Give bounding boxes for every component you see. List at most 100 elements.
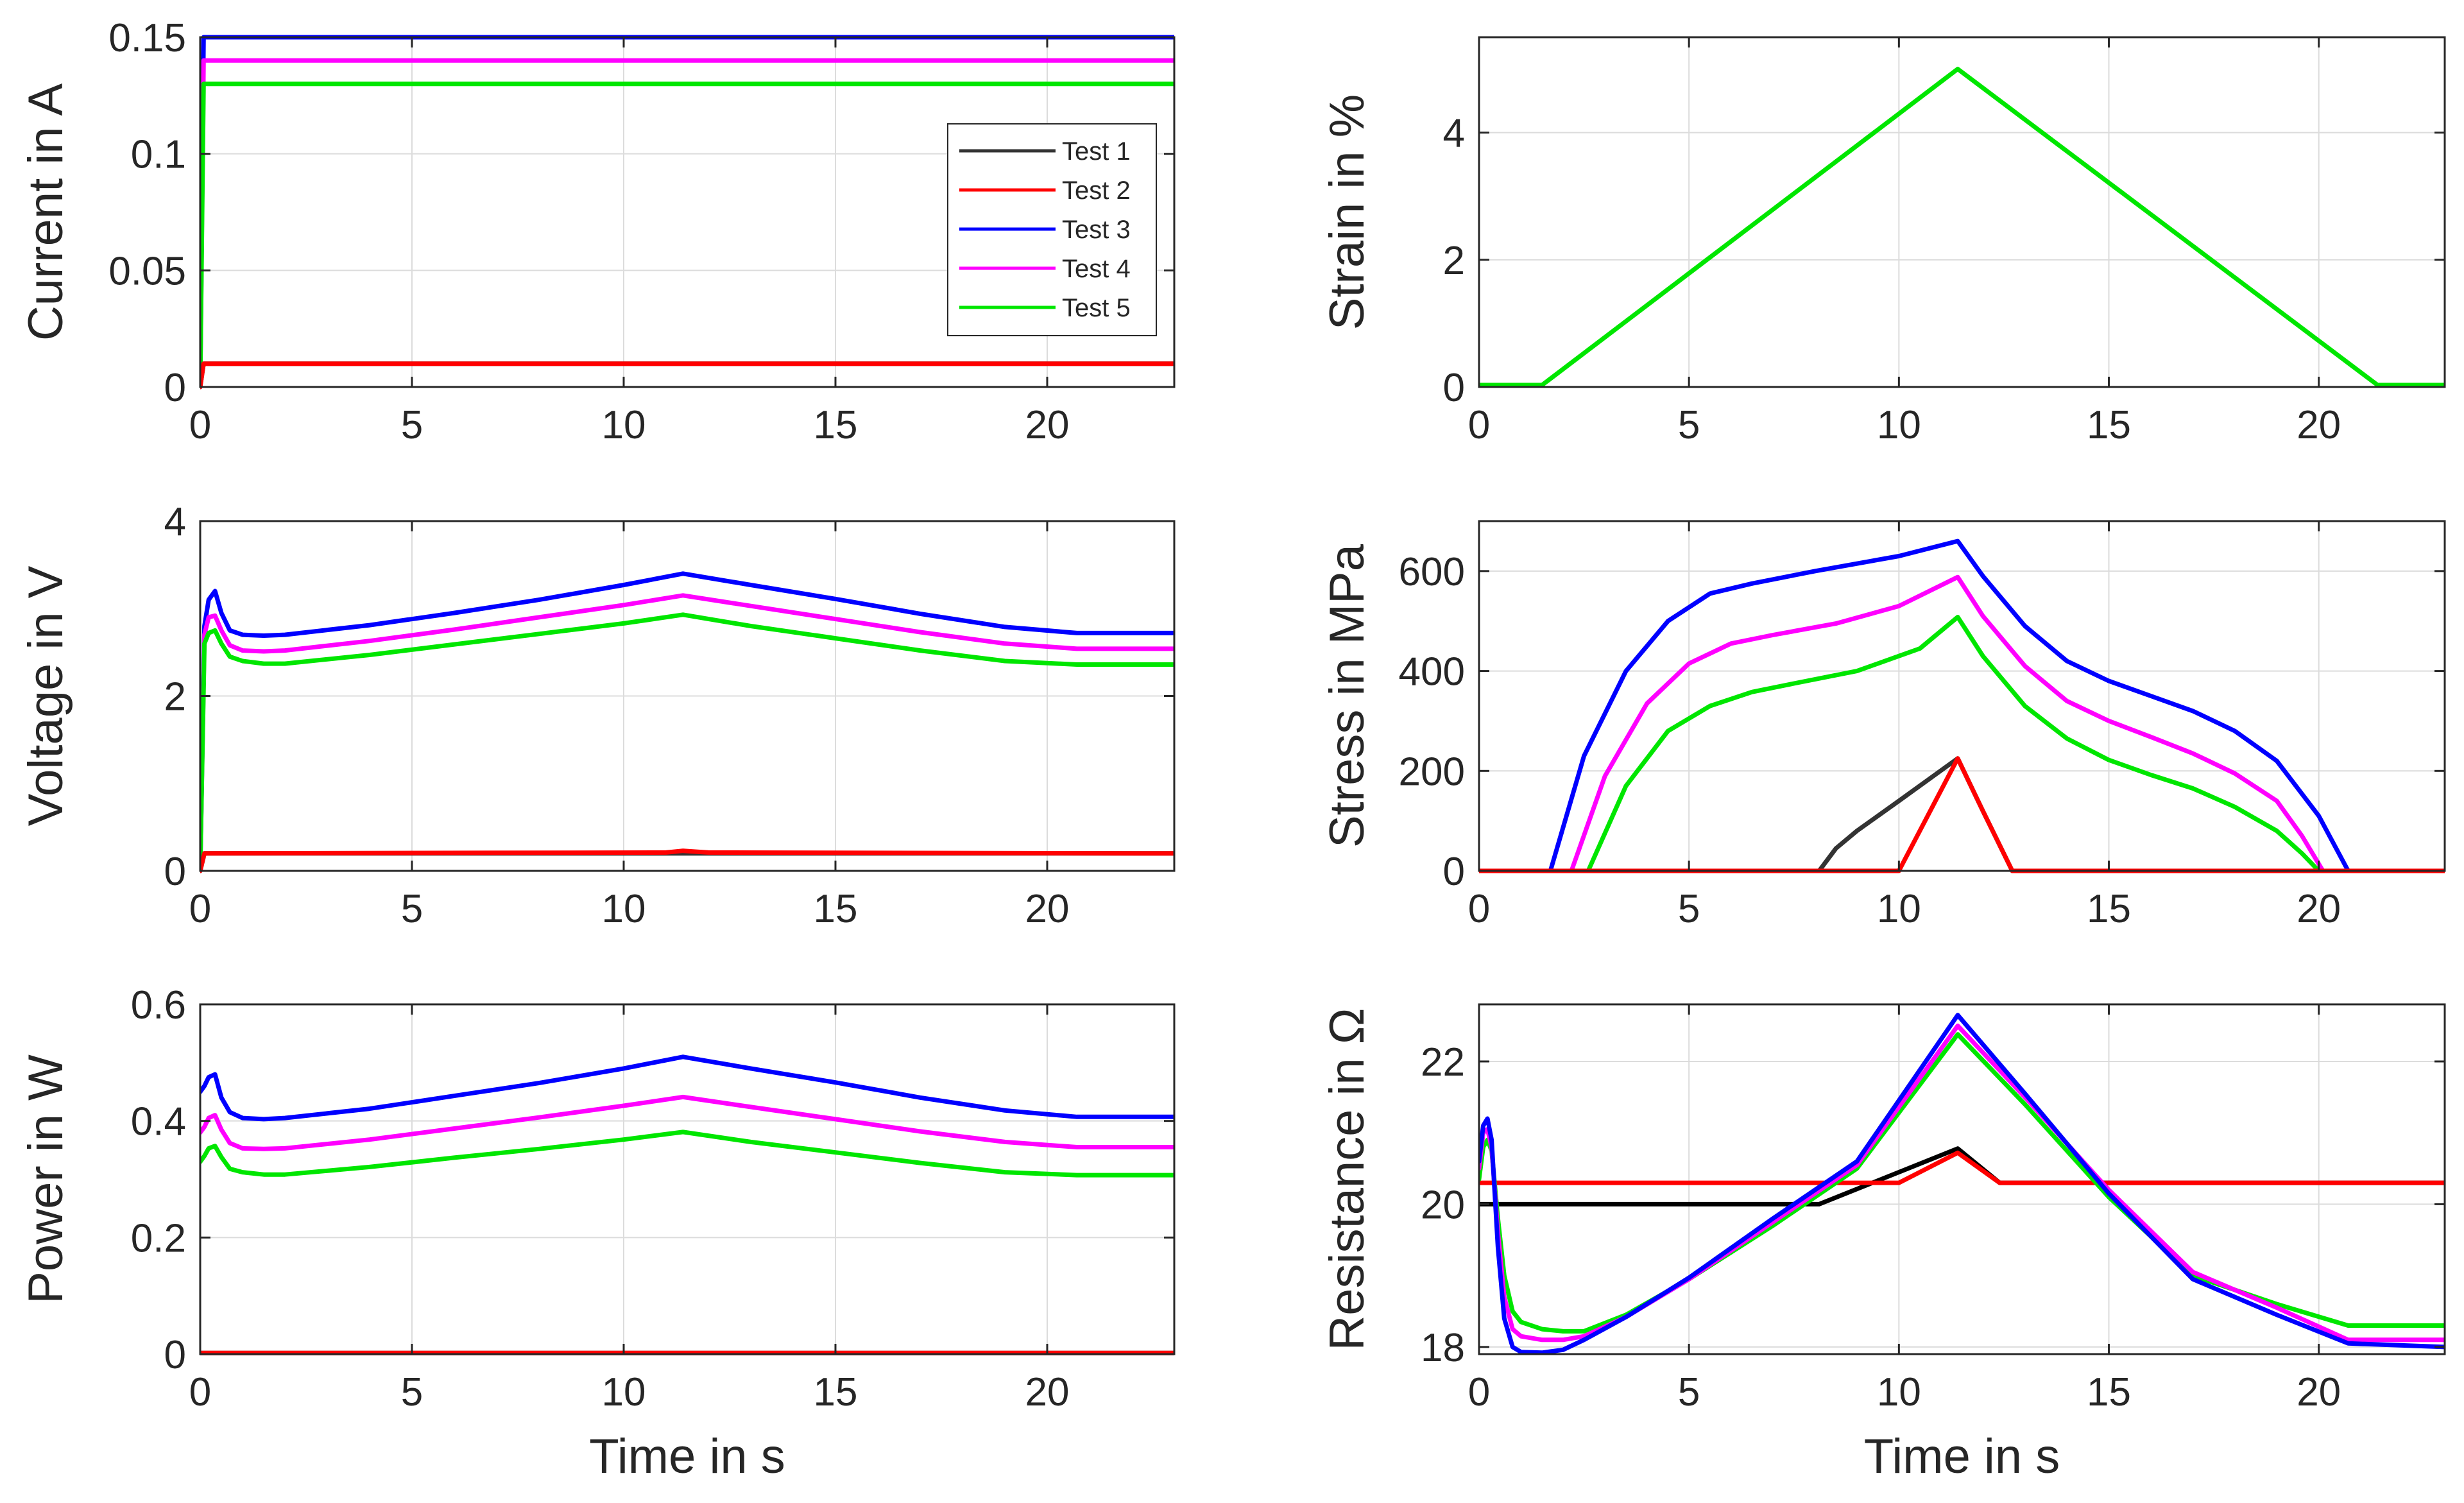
panel-power: 0 5 10 15 20 0 0.2 0.4 0.6 Power in W Time in s — [19, 983, 1176, 1484]
y-tick-label: 20 — [1421, 1183, 1465, 1227]
x-tick-label: 0 — [1468, 1370, 1490, 1414]
series-group — [200, 1054, 1174, 1355]
x-tick-label: 10 — [602, 887, 646, 931]
series-line-test-3 — [200, 1054, 1174, 1122]
axes-box — [1478, 1003, 2446, 1355]
series-line-test-3 — [1479, 1013, 2445, 1355]
y-tick-label: 2 — [1443, 239, 1465, 283]
series-line-test-3 — [200, 571, 1174, 873]
series-group — [1479, 1013, 2445, 1355]
panel-resistance: 0 5 10 15 20 18 20 22 Resistance in Ω Time in s — [1320, 1003, 2446, 1484]
x-axis-label: Time in s — [589, 1429, 785, 1484]
x-tick-label: 20 — [1025, 887, 1070, 931]
y-tick-label: 0 — [164, 366, 186, 410]
plot-area — [1479, 1004, 2445, 1354]
series-line-test-5 — [200, 612, 1174, 873]
y-tick-label: 0.4 — [131, 1100, 186, 1144]
x-tick-label: 20 — [2297, 887, 2341, 931]
x-tick-label: 5 — [401, 887, 423, 931]
x-tick-label: 10 — [1877, 1370, 1921, 1414]
x-tick-label: 20 — [2297, 403, 2341, 447]
y-tick-label: 0.6 — [131, 983, 186, 1027]
y-tick-label: 4 — [1443, 112, 1465, 156]
x-tick-label: 0 — [1468, 887, 1490, 931]
x-tick-label: 15 — [2087, 403, 2131, 447]
y-tick-label: 4 — [164, 500, 186, 544]
x-tick-label: 20 — [2297, 1370, 2341, 1414]
x-axis-label: Time in s — [1864, 1429, 2060, 1484]
series-line-test-5 — [1479, 67, 2445, 388]
legend-entry-label: Test 5 — [1062, 294, 1131, 322]
series-line-test-2 — [200, 848, 1174, 873]
y-tick-label: 2 — [164, 675, 186, 719]
y-tick-label: 0 — [164, 850, 186, 894]
y-tick-label: 0.05 — [108, 249, 186, 293]
y-axis-label: Resistance in Ω — [1320, 1008, 1374, 1350]
y-tick-label: 0.2 — [131, 1216, 186, 1260]
x-tick-label: 5 — [401, 403, 423, 447]
series-line-test-4 — [200, 1094, 1174, 1151]
y-tick-label: 0 — [1443, 366, 1465, 410]
axes-box — [1478, 520, 2446, 872]
y-tick-label: 0 — [164, 1333, 186, 1377]
x-tick-label: 10 — [602, 403, 646, 447]
legend-entry-label: Test 3 — [1062, 216, 1131, 244]
y-tick-label: 22 — [1421, 1040, 1465, 1085]
legend-entry-label: Test 4 — [1062, 255, 1131, 283]
y-tick-label: 18 — [1421, 1326, 1465, 1370]
y-tick-label: 400 — [1399, 650, 1465, 694]
series-line-test-2 — [1479, 1150, 2445, 1185]
plot-area — [200, 1004, 1174, 1354]
axes-box — [1478, 36, 2446, 388]
axes-box — [199, 1003, 1176, 1355]
legend-entry-label: Test 1 — [1062, 137, 1131, 166]
x-tick-label: 0 — [189, 887, 211, 931]
series-group — [200, 571, 1174, 873]
x-tick-label: 5 — [1678, 887, 1700, 931]
plot-area — [1479, 37, 2445, 387]
y-axis-label: Strain in % — [1320, 94, 1374, 331]
series-line-test-5 — [200, 1129, 1174, 1178]
series-line-test-5 — [200, 82, 1174, 390]
x-tick-label: 15 — [2087, 887, 2131, 931]
legend-entry-label: Test 2 — [1062, 176, 1131, 205]
x-tick-label: 15 — [814, 1370, 858, 1414]
y-tick-label: 600 — [1399, 550, 1465, 594]
y-axis-label: Current in A — [19, 83, 73, 341]
axes-box — [199, 36, 1176, 388]
legend: Test 1 Test 2 Test 3 Test 4 Test 5 — [947, 123, 1157, 336]
x-tick-label: 15 — [2087, 1370, 2131, 1414]
series-line-test-4 — [200, 593, 1174, 873]
y-tick-label: 0.1 — [131, 133, 186, 177]
plot-area — [1479, 521, 2445, 871]
x-tick-label: 10 — [1877, 403, 1921, 447]
x-tick-label: 0 — [189, 1370, 211, 1414]
panel-voltage: 0 5 10 15 20 0 2 4 Voltage in V — [19, 500, 1176, 931]
y-tick-label: 200 — [1399, 750, 1465, 794]
y-axis-label: Power in W — [19, 1054, 73, 1304]
series-line-test-4 — [1479, 574, 2445, 873]
x-tick-label: 10 — [602, 1370, 646, 1414]
series-line-test-3 — [1479, 538, 2445, 873]
y-tick-label: 0.15 — [108, 16, 186, 60]
x-tick-label: 5 — [1678, 1370, 1700, 1414]
x-tick-label: 5 — [401, 1370, 423, 1414]
series-group — [1479, 67, 2445, 388]
x-tick-label: 15 — [814, 403, 858, 447]
x-tick-label: 10 — [1877, 887, 1921, 931]
x-tick-label: 20 — [1025, 403, 1070, 447]
series-line-test-2 — [200, 361, 1174, 390]
series-line-test-5 — [1479, 615, 2445, 873]
x-tick-label: 5 — [1678, 403, 1700, 447]
x-tick-label: 0 — [1468, 403, 1490, 447]
x-tick-label: 15 — [814, 887, 858, 931]
y-axis-label: Voltage in V — [19, 565, 73, 826]
x-tick-label: 0 — [189, 403, 211, 447]
y-tick-label: 0 — [1443, 850, 1465, 894]
y-axis-label: Stress in MPa — [1320, 544, 1374, 848]
panel-strain: 0 5 10 15 20 0 2 4 Strain in % — [1320, 36, 2446, 447]
